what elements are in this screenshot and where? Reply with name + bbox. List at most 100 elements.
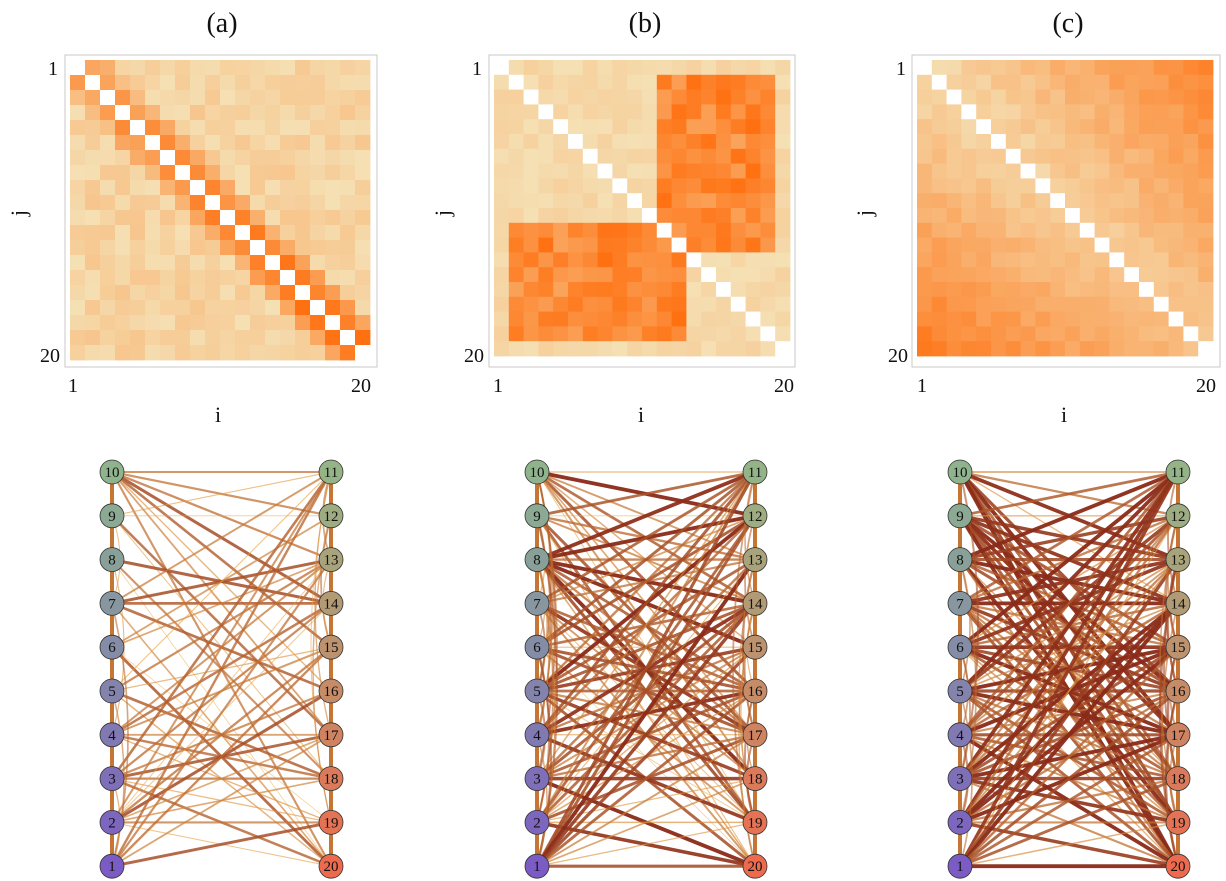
heatmap-cell <box>1139 208 1155 224</box>
heatmap-cell <box>597 60 613 76</box>
heatmap-cell <box>1094 208 1110 224</box>
heatmap-cell <box>295 165 311 181</box>
heatmap-cell <box>775 252 791 268</box>
heatmap-cell <box>160 150 176 166</box>
heatmap-cell <box>961 311 977 327</box>
heatmap-cell <box>582 89 598 105</box>
heatmap-cell <box>85 120 101 136</box>
heatmap-cell <box>917 104 933 120</box>
heatmap-cell <box>1094 104 1110 120</box>
heatmap-cell <box>325 300 341 316</box>
node-circle <box>318 678 344 704</box>
heatmap-cell <box>355 330 371 346</box>
heatmap-cell <box>991 74 1007 90</box>
heatmap-cell <box>70 315 86 331</box>
heatmap-cell <box>265 255 281 271</box>
node: 3 <box>947 766 973 791</box>
heatmap-cell <box>686 163 702 179</box>
heatmap-cell <box>931 222 947 238</box>
heatmap-cell <box>70 60 86 76</box>
heatmap-cell <box>160 255 176 271</box>
heatmap-cell <box>1124 237 1140 253</box>
heatmap-cell <box>538 60 554 76</box>
node-circle <box>742 678 768 704</box>
heatmap-cell <box>686 104 702 120</box>
heatmap-cell <box>582 163 598 179</box>
heatmap-cell <box>494 252 510 268</box>
heatmap-cell <box>205 330 221 346</box>
heatmap-cell <box>1109 311 1125 327</box>
heatmap-cell <box>582 178 598 194</box>
panel-label-a: (a) <box>206 8 237 39</box>
heatmap-cell <box>250 285 266 301</box>
heatmap-cell <box>730 119 746 135</box>
node: 12 <box>742 503 768 529</box>
heatmap-cell <box>1094 326 1110 342</box>
heatmap-cell <box>1005 326 1021 342</box>
heatmap-cell <box>295 345 311 361</box>
heatmap-cell <box>730 296 746 312</box>
heatmap-cell <box>553 60 569 76</box>
heatmap-cell <box>553 296 569 312</box>
heatmap-cell <box>671 237 687 253</box>
node-circle <box>99 547 125 572</box>
heatmap-cell <box>355 315 371 331</box>
node-label: 15 <box>324 640 339 656</box>
node: 16 <box>1165 678 1191 704</box>
heatmap-cell <box>991 60 1007 76</box>
heatmap-cell <box>1109 178 1125 194</box>
node: 19 <box>318 810 344 835</box>
heatmap-cell <box>582 252 598 268</box>
node-label: 18 <box>748 772 763 788</box>
heatmap-cell <box>1153 341 1169 357</box>
heatmap-cell <box>235 300 251 316</box>
network-edge <box>959 777 1179 868</box>
heatmap-cell <box>1065 178 1081 194</box>
heatmap-cell <box>85 165 101 181</box>
heatmap-cell <box>976 296 992 312</box>
heatmap-cell <box>612 208 628 224</box>
network-edge <box>958 602 1180 868</box>
heatmap-cell <box>1050 237 1066 253</box>
heatmap-cell <box>250 210 266 226</box>
heatmap-cell <box>745 282 761 298</box>
heatmap-cell <box>745 326 761 342</box>
panel-c: (c) 1 20 1 20 i j 1098765432111121314151… <box>852 8 1221 879</box>
heatmap-cell <box>160 315 176 331</box>
heatmap-cell <box>235 210 251 226</box>
heatmap-cell <box>325 105 341 121</box>
heatmap-cell <box>745 148 761 164</box>
heatmap-cell <box>220 255 236 271</box>
heatmap-cell <box>310 120 326 136</box>
heatmap-cell <box>310 150 326 166</box>
heatmap-cell <box>100 300 116 316</box>
heatmap-cell <box>310 285 326 301</box>
heatmap-cell <box>1124 193 1140 209</box>
heatmap-cell <box>582 296 598 312</box>
network-edge <box>1167 471 1179 604</box>
heatmap-cell <box>1005 178 1021 194</box>
heatmap-cell <box>250 180 266 196</box>
heatmap-cell <box>1109 119 1125 135</box>
heatmap-cell <box>775 74 791 90</box>
heatmap-cell <box>508 326 524 342</box>
heatmap-cell <box>265 75 281 91</box>
heatmap-cell <box>1109 222 1125 238</box>
network-edge <box>111 470 332 649</box>
heatmap-cell <box>310 270 326 286</box>
node-circle <box>947 459 973 485</box>
heatmap-cell <box>568 193 584 209</box>
heatmap-cell <box>612 252 628 268</box>
heatmap-cell <box>220 210 236 226</box>
heatmap-cell <box>1079 311 1095 327</box>
heatmap-cell <box>100 240 116 256</box>
heatmap-cell <box>235 120 251 136</box>
heatmap-cell <box>70 150 86 166</box>
heatmap-cell <box>1183 163 1199 179</box>
heatmap-cell <box>961 60 977 76</box>
heatmap-cell <box>295 285 311 301</box>
heatmap-cell <box>1005 60 1021 76</box>
heatmap-cell <box>568 178 584 194</box>
heatmap-cell <box>538 178 554 194</box>
